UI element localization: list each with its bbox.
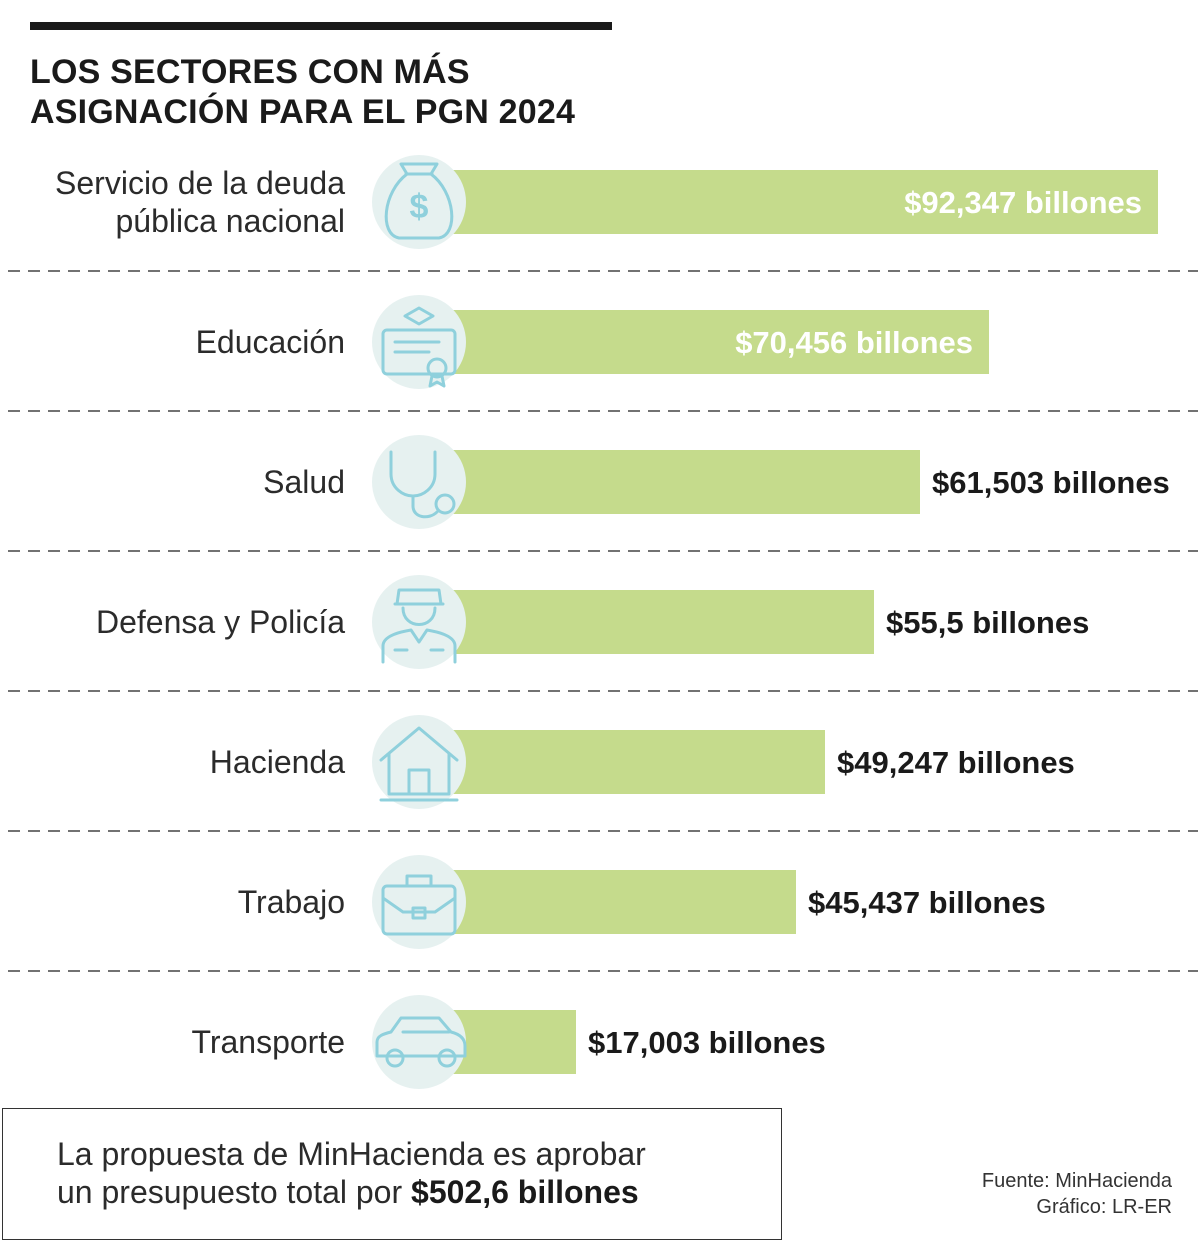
svg-text:$: $ [410, 188, 429, 226]
title-line-2: ASIGNACIÓN PARA EL PGN 2024 [30, 93, 576, 131]
bar-row: Educación $70,456 billones [196, 295, 989, 389]
note-line-2-prefix: un presupuesto total por [57, 1174, 412, 1210]
bar [445, 310, 989, 374]
value-label: $70,456 billones [735, 325, 973, 360]
value-label: $61,503 billones [932, 465, 1170, 500]
graphic-credit: Gráfico: LR-ER [1036, 1196, 1172, 1218]
category-label: Educación [196, 324, 345, 360]
category-label: Servicio de la deuda pública nacional [55, 165, 345, 239]
icon-circle [372, 855, 466, 949]
note-line-1: La propuesta de MinHacienda es aprobar [57, 1136, 646, 1172]
diploma-icon [381, 306, 457, 388]
bar [445, 450, 920, 514]
note-box: La propuesta de MinHacienda es aprobar u… [2, 1108, 782, 1240]
value-label: $49,247 billones [837, 745, 1075, 780]
icon-circle [372, 155, 466, 249]
briefcase-icon [381, 874, 457, 936]
bar [445, 590, 874, 654]
icon-circle [372, 995, 466, 1089]
bar [445, 1010, 576, 1074]
top-rule [30, 22, 612, 30]
bar-row: Salud $61,503 billones [263, 435, 1170, 529]
bar-chart: Servicio de la deuda pública nacional $ $92… [8, 155, 1198, 1089]
bar-row: Trabajo $45,437 billones [238, 855, 1046, 949]
icon-circle [372, 715, 466, 809]
bar-row: Servicio de la deuda pública nacional $ $92… [55, 155, 1158, 249]
bar-row: Hacienda $49,247 billones [210, 715, 1075, 809]
car-icon [375, 1016, 467, 1068]
title-line-1: LOS SECTORES CON MÁS [30, 53, 470, 91]
icon-circle [372, 575, 466, 669]
bar [445, 730, 825, 794]
bar [445, 170, 1158, 234]
category-label: Defensa y Policía [96, 604, 345, 640]
source-credit: Fuente: MinHacienda [981, 1170, 1172, 1192]
category-label: Trabajo [238, 884, 345, 920]
money-bag-icon: $ [384, 162, 454, 240]
chart-title: LOS SECTORES CON MÁS ASIGNACIÓN PARA EL … [30, 52, 575, 132]
stethoscope-icon [389, 450, 456, 519]
category-label: Hacienda [210, 744, 345, 780]
note-text: La propuesta de MinHacienda es aprobar u… [57, 1135, 646, 1211]
bar [445, 870, 796, 934]
category-label: Salud [263, 464, 345, 500]
icon-circle [372, 435, 466, 529]
note-total: $502,6 billones [411, 1174, 639, 1210]
police-officer-icon [381, 588, 457, 664]
value-label: $55,5 billones [886, 605, 1089, 640]
value-label: $92,347 billones [904, 185, 1142, 220]
house-icon [379, 726, 459, 802]
bar-row: Transporte $17,003 billones [191, 995, 826, 1089]
value-label: $17,003 billones [588, 1025, 826, 1060]
credits: Fuente: MinHacienda Gráfico: LR-ER [982, 1168, 1172, 1220]
category-label: Transporte [191, 1024, 345, 1060]
bar-row: Defensa y Policía $55,5 billones [96, 575, 1089, 669]
value-label: $45,437 billones [808, 885, 1046, 920]
